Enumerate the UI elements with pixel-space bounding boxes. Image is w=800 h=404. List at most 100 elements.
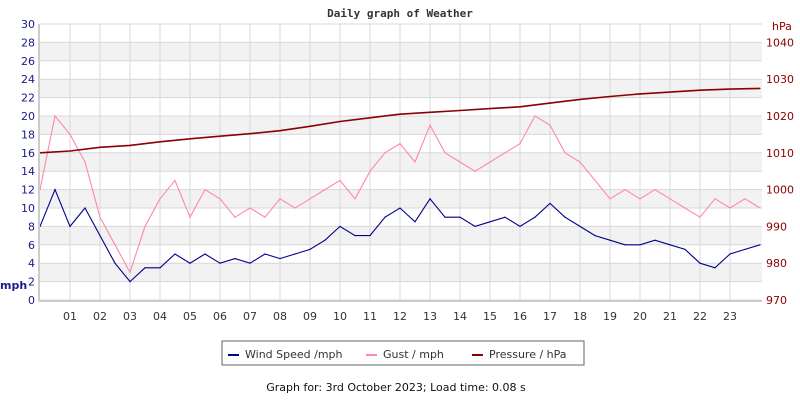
data-point — [69, 225, 71, 227]
x-tick-label: 15 — [483, 310, 497, 323]
data-point — [189, 138, 191, 140]
data-point — [579, 98, 581, 101]
data-point — [54, 189, 56, 191]
data-point — [189, 262, 191, 264]
data-point — [459, 109, 461, 112]
left-tick-label: 22 — [21, 92, 35, 105]
data-point — [489, 221, 491, 223]
x-tick-label: 23 — [723, 310, 737, 323]
data-point — [549, 124, 551, 126]
grid-band — [40, 226, 762, 245]
x-tick-label: 09 — [303, 310, 317, 323]
data-point — [324, 189, 326, 191]
data-point — [534, 216, 536, 218]
data-point — [369, 170, 371, 172]
data-point — [759, 207, 761, 209]
data-point — [339, 120, 341, 123]
x-tick-label: 16 — [513, 310, 527, 323]
data-point — [54, 115, 56, 117]
data-point — [489, 161, 491, 163]
data-point — [579, 161, 581, 163]
data-point — [204, 189, 206, 191]
data-point — [534, 115, 536, 117]
x-tick-label: 04 — [153, 310, 167, 323]
data-point — [474, 225, 476, 227]
grid-band — [40, 79, 762, 98]
x-tick-label: 17 — [543, 310, 557, 323]
x-tick-label: 14 — [453, 310, 467, 323]
data-point — [729, 207, 731, 209]
x-tick-label: 19 — [603, 310, 617, 323]
data-point — [219, 135, 221, 137]
chart-title: Daily graph of Weather — [327, 7, 473, 20]
data-point — [339, 179, 341, 181]
data-point — [459, 216, 461, 218]
data-point — [264, 253, 266, 255]
left-tick-label: 4 — [28, 257, 35, 270]
data-point — [279, 130, 281, 132]
x-tick-label: 05 — [183, 310, 197, 323]
x-tick-label: 03 — [123, 310, 137, 323]
data-point — [654, 239, 656, 241]
grid-band — [40, 189, 762, 208]
x-tick-label: 22 — [693, 310, 707, 323]
data-point — [699, 216, 701, 218]
data-point — [429, 111, 431, 113]
data-point — [159, 267, 161, 269]
data-point — [759, 87, 761, 89]
legend-label: Wind Speed /mph — [245, 348, 343, 361]
data-point — [369, 117, 371, 119]
x-tick-label: 20 — [633, 310, 647, 323]
data-point — [129, 271, 131, 273]
left-tick-label: 26 — [21, 55, 35, 68]
data-point — [84, 207, 86, 209]
data-point — [684, 207, 686, 209]
right-tick-label: 1040 — [766, 36, 794, 49]
data-point — [429, 124, 431, 126]
data-point — [624, 189, 626, 191]
data-point — [639, 244, 641, 246]
data-point — [504, 152, 506, 154]
x-tick-label: 01 — [63, 310, 77, 323]
left-tick-label: 0 — [28, 294, 35, 307]
data-point — [354, 198, 356, 200]
data-point — [189, 216, 191, 218]
data-point — [159, 141, 161, 143]
data-point — [114, 262, 116, 264]
data-point — [369, 235, 371, 237]
data-point — [624, 244, 626, 246]
data-point — [219, 262, 221, 264]
data-point — [309, 198, 311, 200]
data-point — [459, 161, 461, 163]
data-point — [744, 198, 746, 200]
data-point — [699, 262, 701, 264]
data-point — [129, 281, 131, 283]
left-tick-label: 20 — [21, 110, 35, 123]
data-point — [594, 179, 596, 181]
data-point — [279, 198, 281, 200]
data-point — [444, 216, 446, 218]
left-tick-label: 18 — [21, 128, 35, 141]
data-point — [144, 225, 146, 227]
data-point — [564, 216, 566, 218]
data-point — [639, 198, 641, 200]
x-tick-label: 11 — [363, 310, 377, 323]
data-point — [669, 198, 671, 200]
data-point — [504, 216, 506, 218]
data-point — [639, 93, 641, 95]
data-point — [489, 108, 491, 110]
right-tick-label: 970 — [766, 294, 787, 307]
data-point — [174, 179, 176, 181]
right-tick-label: 980 — [766, 257, 787, 270]
data-point — [744, 248, 746, 250]
data-point — [519, 106, 521, 108]
data-point — [309, 248, 311, 250]
data-point — [474, 170, 476, 172]
right-tick-label: 990 — [766, 220, 787, 233]
grid-band — [40, 152, 762, 172]
legend-label: Pressure / hPa — [489, 348, 567, 361]
data-point — [144, 267, 146, 269]
data-point — [519, 143, 521, 145]
data-point — [69, 133, 71, 135]
x-tick-label: 21 — [663, 310, 677, 323]
